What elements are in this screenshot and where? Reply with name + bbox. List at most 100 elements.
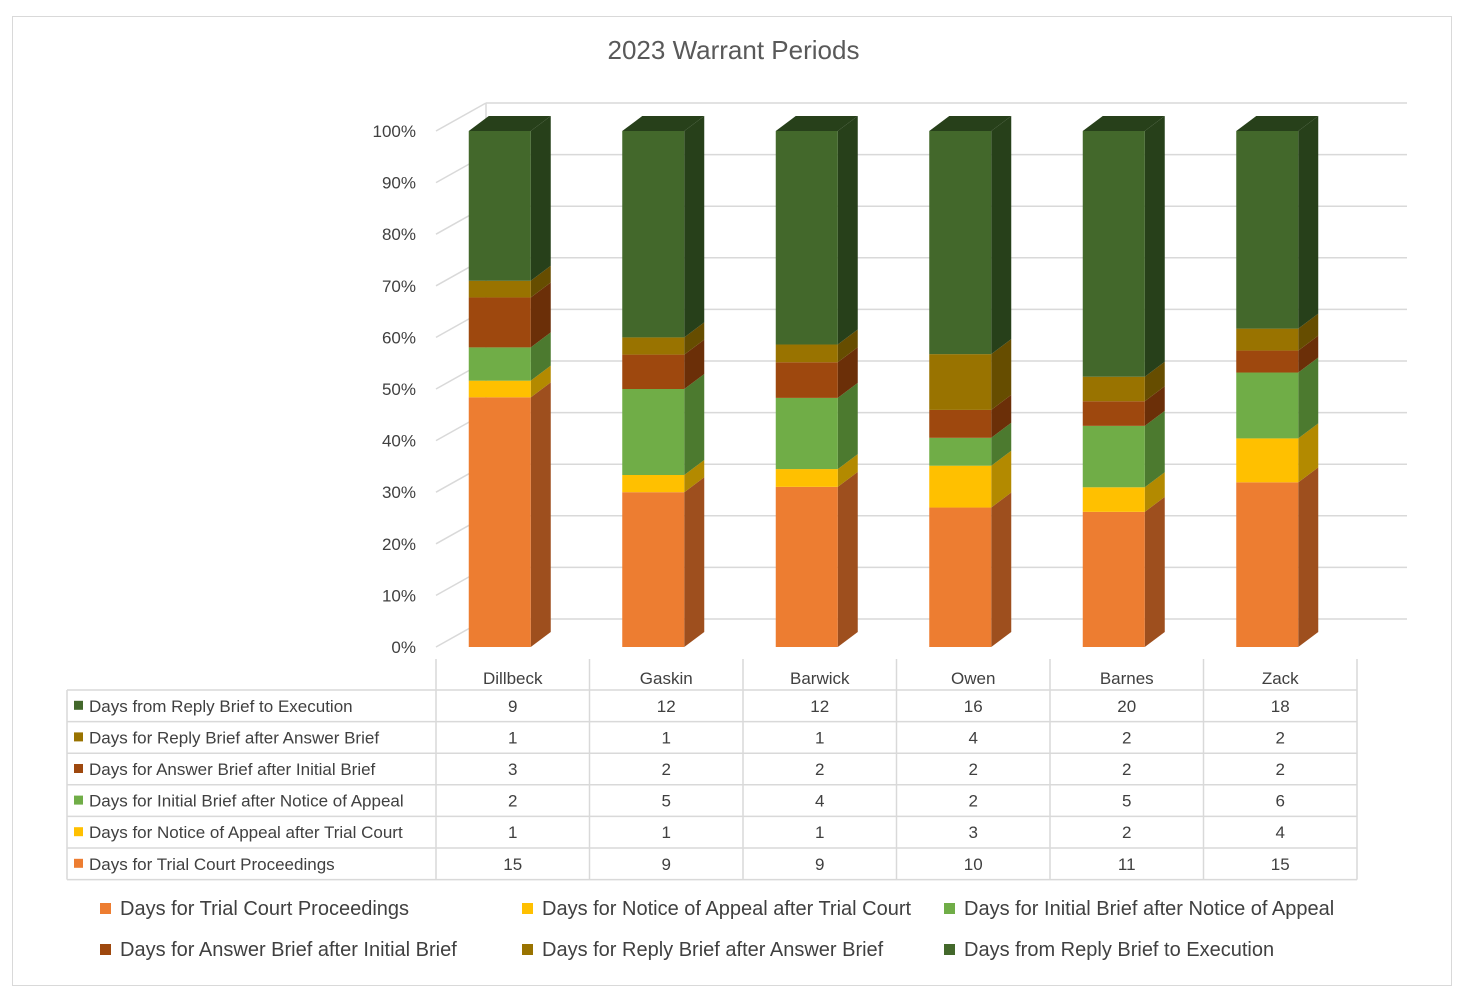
table-cell-value: 4 (815, 792, 824, 811)
table-cell-value: 6 (1276, 792, 1285, 811)
bar-side (837, 471, 858, 647)
y-tick-label: 0% (391, 638, 416, 657)
legend-swatch (100, 903, 111, 914)
bar-segment (929, 507, 992, 647)
bar-side (991, 450, 1012, 508)
bar-segment (468, 280, 531, 298)
table-legend-key (74, 858, 83, 868)
table-cell-value: 1 (508, 728, 517, 747)
bar-side (684, 374, 705, 475)
bar-side (837, 382, 858, 470)
legend-label: Days for Answer Brief after Initial Brie… (120, 939, 457, 961)
bar-segment (468, 297, 531, 348)
bar-segment (1082, 487, 1145, 512)
y-tick-label: 10% (382, 586, 416, 605)
table-cell-value: 15 (503, 855, 522, 874)
y-tick-label: 30% (382, 483, 416, 502)
table-cell-value: 16 (964, 697, 983, 716)
bar-side (837, 347, 858, 398)
bar-segment (1236, 131, 1299, 329)
bar-top (468, 116, 551, 131)
legend-item: Days for Notice of Appeal after Trial Co… (522, 898, 911, 921)
bar-segment (1236, 372, 1299, 439)
bar-segment (622, 389, 685, 475)
bar-segment (622, 475, 685, 493)
table-cell-value: 1 (815, 728, 824, 747)
bar-side (530, 332, 551, 381)
y-tick-label: 100% (373, 122, 416, 141)
y-tick-label: 70% (382, 277, 416, 296)
bar-side (1298, 335, 1319, 373)
y-tick-label: 50% (382, 380, 416, 399)
bar-side (530, 265, 551, 298)
table-legend-key (74, 795, 83, 805)
table-series-label: Days from Reply Brief to Execution (89, 697, 353, 716)
table-cell-value: 1 (662, 823, 671, 842)
table-cell-value: 10 (964, 855, 983, 874)
bar-side (530, 116, 551, 281)
x-category-label: Gaskin (640, 669, 693, 688)
table-cell-value: 15 (1271, 855, 1290, 874)
bar-side (1298, 467, 1319, 647)
bar-segment (468, 347, 531, 381)
bar-side (837, 329, 858, 363)
bar-side (684, 339, 705, 389)
bar-segment (1082, 511, 1145, 647)
y-tick-label: 80% (382, 225, 416, 244)
bar-segment (929, 437, 992, 466)
bar-segment (775, 344, 838, 363)
bar-side (991, 422, 1012, 466)
table-cell-value: 5 (662, 792, 671, 811)
bar-top (1236, 116, 1319, 131)
table-cell-value: 12 (657, 697, 676, 716)
legend-item: Days for Answer Brief after Initial Brie… (100, 939, 457, 962)
bar-segment (1236, 482, 1299, 647)
table-cell-value: 4 (969, 728, 978, 747)
table-series-label: Days for Notice of Appeal after Trial Co… (89, 823, 403, 842)
legend-swatch (944, 903, 955, 914)
bar-side (991, 394, 1012, 438)
chart-title: 2023 Warrant Periods (607, 35, 860, 65)
bar-side (530, 365, 551, 398)
bar-side (1144, 116, 1165, 377)
table-cell-value: 2 (508, 792, 517, 811)
table-cell-value: 20 (1117, 697, 1136, 716)
bar-top (775, 116, 858, 131)
legend-swatch (100, 944, 111, 955)
bar-segment (1082, 401, 1145, 426)
table-cell-value: 9 (508, 697, 517, 716)
bar-side (991, 339, 1012, 410)
bar-segment (622, 131, 685, 338)
bar-segment (468, 131, 531, 281)
gridline-depth (435, 102, 487, 132)
bar-top (929, 116, 1012, 131)
y-tick-label: 60% (382, 328, 416, 347)
bar-segment (468, 397, 531, 647)
bar-segment (775, 397, 838, 470)
table-series-label: Days for Answer Brief after Initial Brie… (89, 760, 376, 779)
table-series-label: Days for Trial Court Proceedings (89, 855, 335, 874)
table-cell-value: 2 (1276, 728, 1285, 747)
bar-side (530, 382, 551, 647)
bar-side (1298, 116, 1319, 329)
table-series-label: Days for Reply Brief after Answer Brief (89, 728, 379, 747)
y-tick-label: 20% (382, 535, 416, 554)
legend-label: Days from Reply Brief to Execution (964, 939, 1275, 961)
table-series-label: Days for Initial Brief after Notice of A… (89, 792, 404, 811)
table-cell-value: 2 (1122, 760, 1131, 779)
table-cell-value: 11 (1118, 855, 1136, 874)
table-cell-value: 1 (662, 728, 671, 747)
legend-item: Days for Reply Brief after Answer Brief (522, 939, 883, 962)
table-cell-value: 5 (1122, 792, 1131, 811)
table-cell-value: 2 (1276, 760, 1285, 779)
table-cell-value: 2 (1122, 728, 1131, 747)
bar-segment (1236, 438, 1299, 483)
x-category-label: Barwick (790, 669, 850, 688)
bar-segment (1082, 425, 1145, 488)
bar-segment (622, 354, 685, 389)
bar-side (1298, 313, 1319, 351)
table-cell-value: 18 (1271, 697, 1290, 716)
legend-label: Days for Notice of Appeal after Trial Co… (542, 898, 912, 920)
bar-side (1144, 496, 1165, 647)
